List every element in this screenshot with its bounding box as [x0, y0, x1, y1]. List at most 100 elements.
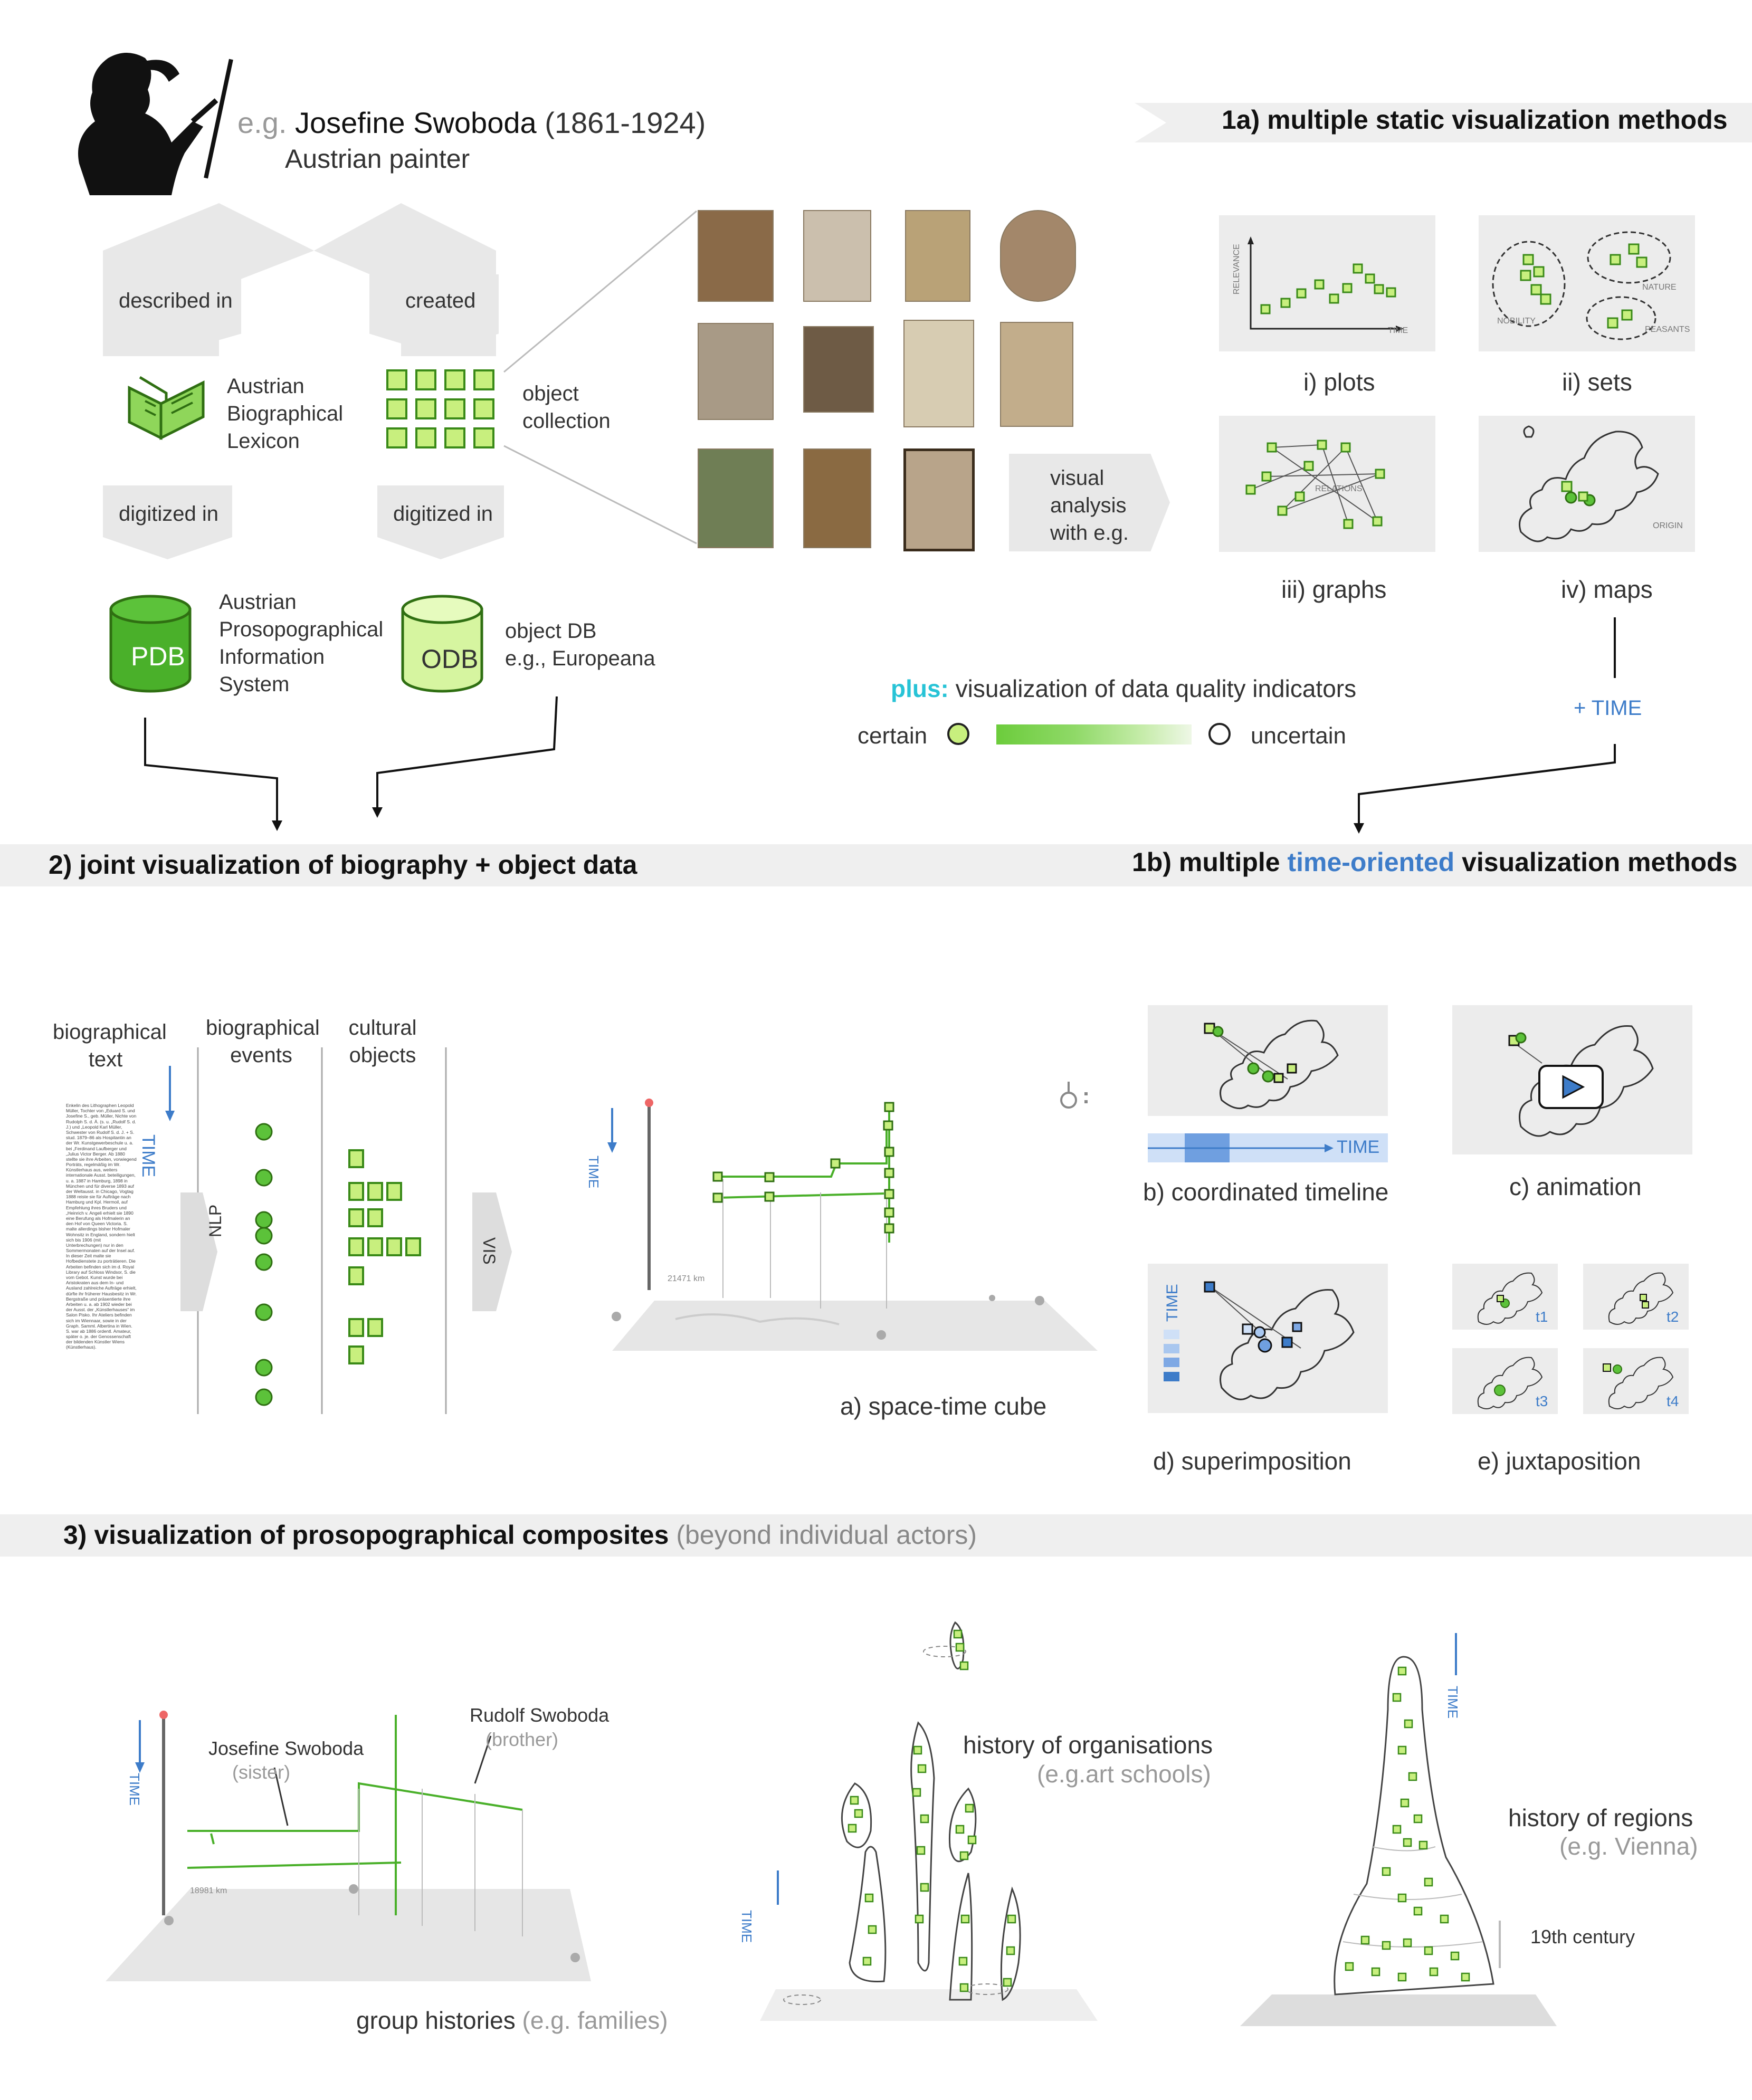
certain-label: certain [858, 723, 928, 749]
group-time-label: TIME [127, 1773, 142, 1806]
section-3-title: 3) visualization of prosopographical com… [63, 1520, 669, 1550]
flow-connectors [144, 210, 1616, 834]
org-time-label: TIME [739, 1910, 755, 1943]
plot-axis-x-label: TIME [1388, 326, 1408, 335]
graph-label: RELATIONS [1315, 484, 1363, 493]
rudolf-label: Rudolf Swoboda [470, 1704, 610, 1726]
pdb-description: Austrian Prosopographical Information Sy… [219, 588, 383, 698]
section-2-band [0, 844, 1752, 886]
europe-map-icon [1519, 425, 1659, 542]
digitized-in-label-right: digitized in [393, 502, 493, 526]
column-header-line: text [88, 1048, 123, 1071]
artwork-thumbnail [905, 210, 970, 302]
regions-time-label: TIME [1445, 1686, 1461, 1719]
column-header-objects: cultural objects [338, 1014, 427, 1069]
juxtaposition-map-icon [1477, 1272, 1543, 1325]
nlp-label: NLP [206, 1204, 225, 1237]
graphs-panel: RELATIONS [1219, 416, 1435, 552]
section-1a-title: 1a) multiple static visualization method… [1222, 105, 1728, 135]
lexicon-text: Austrian Biographical Lexicon [227, 373, 343, 455]
superimposition-map-icon [1164, 1281, 1355, 1400]
plots-caption: i) plots [1303, 368, 1375, 396]
object-collection-text: object collection [522, 380, 611, 435]
cube-distance-label: 21471 km [668, 1274, 705, 1283]
group-caption-text: group histories [356, 2007, 516, 2034]
person-years: (1861-1924) [545, 106, 706, 139]
vis-label: VIS [480, 1237, 499, 1265]
plots-panel: RELEVANCE TIME [1219, 215, 1435, 351]
certain-circle-icon [947, 723, 969, 745]
created-label: created [405, 289, 476, 312]
section2-columns [165, 1047, 447, 1414]
quality-text: visualization of data quality indicators [955, 675, 1357, 702]
artwork-thumbnail [1000, 322, 1073, 427]
set-label-nature: NATURE [1642, 283, 1677, 292]
artwork-thumbnail [1000, 210, 1076, 302]
group-histories-caption: group histories (e.g. families) [356, 2006, 668, 2035]
person-heading: e.g. Josefine Swoboda (1861-1924) [237, 106, 706, 140]
juxtaposition-panel-t3: t3 [1452, 1348, 1558, 1414]
uncertain-label: uncertain [1251, 723, 1347, 749]
section-2-title: 2) joint visualization of biography + ob… [49, 850, 637, 880]
juxtaposition-caption: e) juxtaposition [1478, 1447, 1641, 1475]
plus-time-label: + TIME [1574, 696, 1642, 720]
org-time-arrow-icon [777, 1870, 779, 1905]
person-name: Josefine Swoboda [294, 106, 537, 139]
column-header-line: events [230, 1044, 292, 1067]
pdb-desc-line: System [219, 673, 290, 696]
column-header-line: biographical [53, 1020, 167, 1044]
object-collection-line: collection [522, 409, 611, 433]
odb-database-icon [401, 595, 483, 693]
juxtaposition-panel-t4: t4 [1583, 1348, 1689, 1414]
set-label-peasants: PEASANTS [1645, 325, 1690, 334]
josefine-label: Josefine Swoboda [208, 1738, 364, 1759]
juxtaposition-label-t2: t2 [1667, 1309, 1679, 1325]
brother-label: (brother) [485, 1729, 559, 1750]
group-distance-label: 18981 km [190, 1886, 227, 1895]
cube-caption: a) space-time cube [840, 1392, 1047, 1420]
artwork-thumbnail [803, 326, 874, 413]
column-header-text: biographical text [53, 1018, 167, 1073]
section-1b-title-pre: 1b) multiple [1132, 847, 1288, 877]
visual-analysis-arrow [1009, 454, 1170, 551]
regions-eg: (e.g. Vienna) [1559, 1832, 1698, 1860]
object-collection-line: object [522, 382, 579, 405]
plot-diagram [1248, 236, 1404, 332]
maps-panel: ORIGIN [1479, 416, 1695, 552]
column-header-line: objects [349, 1044, 416, 1067]
juxtaposition-map-icon [1608, 1272, 1674, 1325]
group-histories-cube [106, 1711, 591, 1981]
column-header-line: cultural [348, 1016, 417, 1039]
superimposition-time-label: TIME [1164, 1284, 1181, 1322]
lexicon-line: Lexicon [227, 429, 300, 453]
visual-analysis-line: with e.g. [1050, 521, 1129, 545]
regions-diagram [1240, 1656, 1557, 2026]
juxtaposition-panel-t1: t1 [1452, 1264, 1558, 1330]
plot-axis-y-label: RELEVANCE [1232, 244, 1241, 294]
eg-prefix: e.g. [237, 106, 287, 139]
section-3-subtitle: (beyond individual actors) [676, 1520, 977, 1550]
pdb-label: PDB [131, 642, 185, 671]
time-label-column: TIME [138, 1134, 158, 1178]
juxtaposition-map-icon [1477, 1357, 1543, 1409]
pdb-desc-line: Prosopographical [219, 618, 384, 641]
biographical-text-block: Enkelin des Lithographen Leopold Müller,… [66, 1103, 137, 1350]
graph-diagram [1245, 440, 1385, 529]
coordinated-timeline-panel [1148, 1005, 1388, 1116]
lexicon-line: Biographical [227, 402, 344, 425]
juxtaposition-panel-t2: t2 [1583, 1264, 1689, 1330]
sets-panel: NOBILITY NATURE PEASANTS [1479, 215, 1695, 351]
visual-analysis-line: analysis [1050, 494, 1127, 517]
regions-time-arrow-icon [1455, 1633, 1457, 1675]
visual-analysis-text: visual analysis with e.g. [1050, 464, 1129, 547]
superimposition-panel: TIME [1148, 1264, 1388, 1413]
filter-icon [1060, 1082, 1088, 1109]
space-time-cube [607, 1099, 1098, 1351]
digitized-in-label-left: digitized in [119, 502, 219, 526]
juxtaposition-label-t3: t3 [1536, 1393, 1548, 1409]
painter-silhouette-icon [78, 53, 233, 195]
animation-map-icon [1508, 1025, 1654, 1137]
artwork-thumbnail [803, 210, 871, 302]
section-1b-title-post: visualization methods [1454, 847, 1738, 877]
artwork-thumbnail [903, 448, 975, 551]
